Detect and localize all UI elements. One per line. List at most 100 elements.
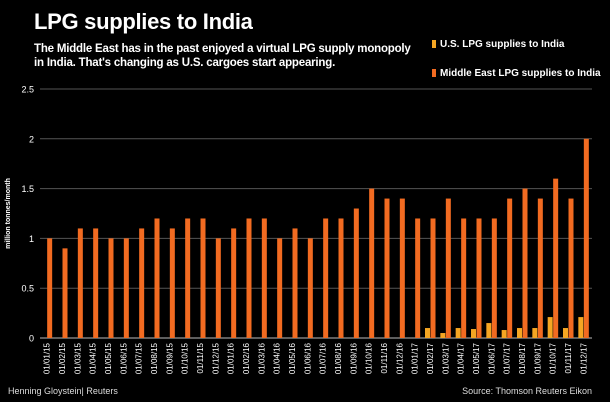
bar-middle-east	[461, 218, 467, 338]
bar-us	[440, 333, 446, 338]
legend-item-middle-east: Middle East LPG supplies to India	[432, 67, 601, 79]
bar-middle-east	[384, 198, 390, 338]
x-tick-label: 01/12/15	[211, 342, 220, 374]
bar-middle-east	[185, 218, 191, 338]
bar-middle-east	[583, 138, 589, 338]
x-tick-label: 01/10/17	[549, 342, 558, 374]
bar-middle-east	[277, 238, 283, 338]
x-tick-label: 01/07/16	[319, 342, 328, 374]
bar-middle-east	[507, 198, 513, 338]
bar-middle-east	[77, 228, 83, 338]
x-tick-label: 01/02/15	[58, 342, 67, 374]
bar-us	[578, 317, 584, 338]
bar-middle-east	[62, 248, 68, 338]
bar-middle-east	[108, 238, 114, 338]
legend-item-us: U.S. LPG supplies to India	[432, 38, 601, 50]
bar-middle-east	[353, 208, 359, 338]
bar-middle-east	[307, 238, 313, 338]
bar-middle-east	[338, 218, 344, 338]
bar-us	[501, 330, 507, 338]
y-tick-label: 0.5	[21, 284, 34, 294]
legend-swatch-us	[432, 40, 436, 48]
x-tick-label: 01/05/16	[288, 342, 297, 374]
bar-middle-east	[93, 228, 99, 338]
x-tick-label: 01/10/15	[181, 342, 190, 374]
bar-middle-east	[215, 238, 221, 338]
chart-subtitle: The Middle East has in the past enjoyed …	[34, 43, 411, 69]
x-tick-label: 01/11/17	[564, 342, 573, 373]
bar-middle-east	[568, 198, 574, 338]
bar-middle-east	[399, 198, 405, 338]
x-tick-label: 01/05/15	[104, 342, 113, 374]
x-tick-label: 01/09/17	[533, 342, 542, 374]
y-tick-label: 1.5	[21, 184, 34, 194]
x-tick-label: 01/02/16	[242, 342, 251, 374]
x-tick-label: 01/04/15	[89, 342, 98, 374]
x-tick-label: 01/06/16	[303, 342, 312, 374]
chart-title: LPG supplies to India	[34, 9, 253, 34]
y-tick-label: 2.5	[21, 85, 34, 95]
bar-us	[517, 328, 522, 338]
legend-swatch-middle-east	[432, 69, 436, 77]
bar-us	[532, 328, 538, 338]
y-tick-label: 2	[29, 134, 34, 144]
x-tick-label: 01/01/17	[411, 342, 420, 374]
x-tick-label: 01/09/15	[165, 342, 174, 374]
bar-middle-east	[415, 218, 421, 338]
bar-us	[547, 317, 553, 338]
bar-us	[563, 328, 568, 338]
bar-middle-east	[292, 228, 298, 338]
bar-middle-east	[154, 218, 160, 338]
bar-middle-east	[476, 218, 482, 338]
x-tick-label: 01/03/15	[73, 342, 82, 374]
bar-middle-east	[491, 218, 497, 338]
bar-middle-east	[445, 198, 451, 338]
author-credit: Henning Gloystein| Reuters	[8, 386, 118, 396]
source-credit: Source: Thomson Reuters Eikon	[462, 386, 592, 396]
x-tick-label: 01/09/16	[349, 342, 358, 374]
x-tick-label: 01/08/17	[518, 342, 527, 374]
bar-middle-east	[231, 228, 237, 338]
x-tick-label: 01/10/16	[365, 342, 374, 374]
x-tick-label: 01/12/17	[579, 342, 588, 374]
x-tick-label: 01/03/16	[257, 342, 266, 374]
x-tick-label: 01/03/17	[441, 342, 450, 374]
x-tick-label: 01/07/17	[503, 342, 512, 374]
x-tick-label: 01/12/16	[395, 342, 404, 374]
x-tick-label: 01/08/16	[334, 342, 343, 374]
x-tick-label: 01/04/16	[273, 342, 282, 374]
x-tick-label: 01/05/17	[472, 342, 481, 374]
x-tick-label: 01/01/15	[43, 342, 52, 374]
legend: U.S. LPG supplies to India Middle East L…	[432, 38, 601, 96]
bar-middle-east	[47, 238, 53, 338]
bar-us	[455, 328, 461, 338]
bar-us	[486, 323, 492, 338]
x-tick-label: 01/02/17	[426, 342, 435, 374]
bar-middle-east	[139, 228, 145, 338]
bar-middle-east	[261, 218, 267, 338]
bar-middle-east	[169, 228, 175, 338]
bar-middle-east	[123, 238, 129, 338]
y-tick-label: 0	[29, 334, 34, 344]
x-tick-label: 01/11/16	[380, 342, 389, 373]
bar-middle-east	[522, 188, 528, 338]
x-tick-label: 01/07/15	[135, 342, 144, 374]
x-tick-label: 01/06/17	[487, 342, 496, 374]
bar-middle-east	[246, 218, 252, 338]
bar-middle-east	[200, 218, 206, 338]
legend-label-us: U.S. LPG supplies to India	[440, 38, 565, 50]
y-axis-label: million tonnes/month	[5, 178, 12, 249]
bar-middle-east	[430, 218, 436, 338]
y-tick-label: 1	[29, 234, 34, 244]
bar-middle-east	[369, 188, 375, 338]
bar-middle-east	[537, 198, 543, 338]
x-tick-label: 01/04/17	[457, 342, 466, 374]
x-tick-label: 01/11/15	[196, 342, 205, 373]
bar-us	[425, 328, 430, 338]
bar-middle-east	[323, 218, 329, 338]
bar-middle-east	[553, 178, 559, 338]
x-tick-label: 01/08/15	[150, 342, 159, 374]
bar-us	[471, 329, 476, 338]
x-tick-label: 01/01/16	[227, 342, 236, 374]
